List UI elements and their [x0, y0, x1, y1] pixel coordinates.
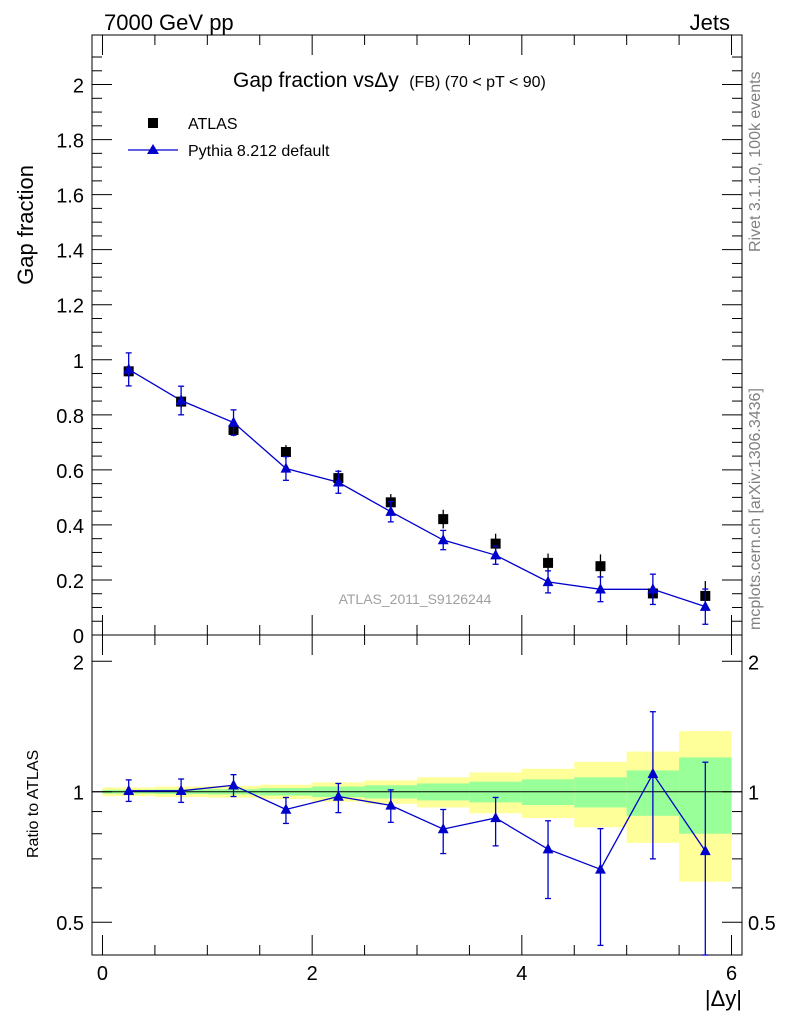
- ratio-bands: [102, 731, 732, 882]
- ratio-point: [123, 784, 135, 796]
- main-ytick-label: 1.4: [56, 241, 84, 263]
- atlas-point: [595, 561, 606, 572]
- mc-point: [542, 575, 554, 587]
- legend-marker-atlas: [148, 118, 158, 128]
- mc-point: [175, 394, 187, 405]
- x-tick-label: 2: [307, 963, 318, 985]
- mc-point: [385, 505, 397, 516]
- main-ytick-label: 2: [73, 76, 84, 98]
- atlas-point: [543, 557, 554, 568]
- ratio-ytick-label-right: 0.5: [748, 913, 776, 935]
- mcplots-label: mcplots.cern.ch [arXiv:1306.3436]: [747, 388, 764, 630]
- mc-point: [280, 462, 292, 473]
- ratio-ytick-label-right: 2: [748, 652, 759, 674]
- header-collision: 7000 GeV pp: [104, 10, 234, 35]
- main-marks: [123, 352, 711, 625]
- legend: ATLAS Pythia 8.212 default: [128, 116, 330, 160]
- ratio-point: [280, 803, 292, 814]
- main-axes: 0 0.2 0.4 0.6 0.8 1 1.2 1.4 1.6 1.8 2: [56, 34, 743, 648]
- ratio-band-stat-9: [574, 777, 627, 808]
- ratio-ytick-label: 2: [73, 652, 84, 674]
- rivet-label: Rivet 3.1.10, 100k events: [747, 71, 764, 252]
- atlas-point: [280, 446, 291, 457]
- mc-point: [699, 600, 711, 611]
- plot-title: Gap fraction vsΔy (FB) (70 < pT < 90): [233, 69, 546, 92]
- ratio-ytick-label: 0.5: [56, 913, 84, 935]
- ratio-point: [385, 799, 397, 810]
- main-ytick-label: 0.8: [56, 406, 84, 428]
- plot-title-main: Gap fraction vsΔy: [233, 69, 399, 92]
- ratio-mc-line: [128, 772, 706, 871]
- ratio-point: [175, 784, 187, 796]
- mc-point: [595, 583, 606, 594]
- mc-point: [490, 549, 502, 560]
- ratio-point: [542, 843, 554, 854]
- ratio-point: [332, 790, 344, 801]
- atlas-point: [438, 514, 449, 525]
- main-ytick-label: 0.6: [56, 461, 84, 483]
- main-ylabel: Gap fraction: [13, 165, 38, 285]
- mc-point: [228, 416, 239, 427]
- mc-point: [123, 363, 135, 374]
- main-ytick-label: 1.8: [56, 131, 84, 153]
- main-ytick-label: 1: [73, 351, 84, 373]
- main-ytick-label: 1.2: [56, 296, 84, 318]
- mc-point: [647, 583, 659, 594]
- x-tick-label: 6: [726, 963, 737, 985]
- ratio-point: [647, 767, 659, 779]
- plot-title-sub: (FB) (70 < pT < 90): [409, 74, 546, 91]
- ratio-point: [699, 844, 711, 856]
- mc-line: [128, 368, 706, 608]
- x-tick-label: 4: [516, 963, 527, 985]
- atlas-point: [490, 538, 501, 549]
- header-process: Jets: [690, 10, 730, 35]
- main-ytick-label: 1.6: [56, 186, 84, 208]
- main-ytick-label: 0.4: [56, 516, 84, 538]
- main-ytick-label: 0: [73, 626, 84, 648]
- ratio-ylabel: Ratio to ATLAS: [25, 750, 42, 858]
- ratio-point: [437, 823, 449, 834]
- ratio-ytick-label: 1: [73, 783, 84, 805]
- x-tick-label: 0: [97, 963, 108, 985]
- analysis-tag: ATLAS_2011_S9126244: [339, 591, 492, 607]
- legend-label-mc: Pythia 8.212 default: [188, 143, 330, 160]
- ratio-ytick-label-right: 1: [748, 783, 759, 805]
- mc-point: [332, 476, 344, 487]
- legend-label-atlas: ATLAS: [188, 116, 238, 133]
- main-ytick-label: 0.2: [56, 571, 84, 593]
- ratio-axes: 0.5 0.5 1 1 2 2 0 2 4 6: [56, 634, 776, 985]
- x-axis-label: |Δy|: [705, 986, 742, 1011]
- ratio-marks: [123, 711, 711, 956]
- legend-marker-mc: [147, 144, 159, 154]
- ratio-point: [490, 811, 502, 823]
- mc-point: [437, 534, 449, 545]
- ratio-point: [228, 779, 239, 790]
- ratio-point: [595, 863, 606, 874]
